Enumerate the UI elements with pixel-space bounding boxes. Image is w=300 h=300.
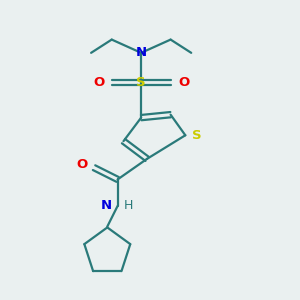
Text: O: O bbox=[178, 76, 189, 89]
Text: S: S bbox=[192, 129, 201, 142]
Text: S: S bbox=[136, 76, 146, 89]
Text: H: H bbox=[124, 200, 134, 212]
Text: O: O bbox=[93, 76, 104, 89]
Text: O: O bbox=[76, 158, 88, 171]
Text: N: N bbox=[136, 46, 147, 59]
Text: N: N bbox=[101, 200, 112, 212]
